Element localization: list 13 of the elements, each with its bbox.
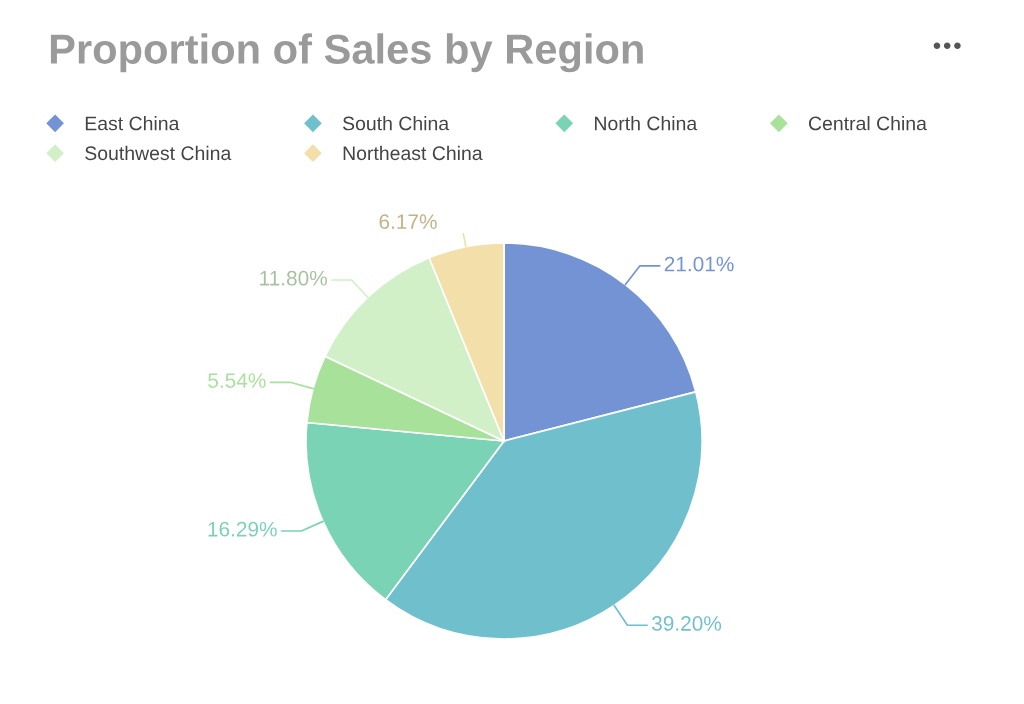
- legend-label: South China: [342, 116, 450, 131]
- chart-title: Proportion of Sales by Region: [50, 33, 643, 73]
- data-label: 6.17%: [379, 214, 437, 229]
- legend-label: Northeast China: [343, 145, 483, 161]
- legend-label: East China: [85, 116, 180, 131]
- legend-label: Southwest China: [85, 145, 232, 161]
- data-label: 5.54%: [208, 373, 266, 388]
- legend-label: Central China: [809, 116, 927, 131]
- legend-label: North China: [595, 116, 698, 131]
- data-label: 21.01%: [664, 256, 734, 272]
- data-label: 11.80%: [260, 270, 327, 286]
- data-label: 39.20%: [651, 616, 722, 631]
- data-label: 16.29%: [208, 521, 277, 537]
